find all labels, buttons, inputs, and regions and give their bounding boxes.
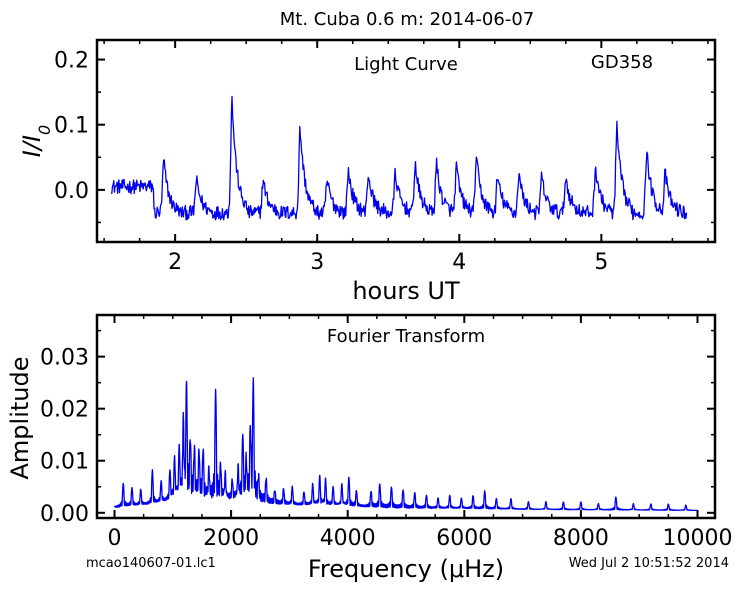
fourier-xtick-label: 4000 <box>320 526 376 551</box>
light-curve-ylabel-subscript: 0 <box>35 125 54 135</box>
fourier-xlabel: Frequency (μHz) <box>308 555 504 583</box>
light-curve-ticks: 2 3 4 5 0.0 0.1 0.2 <box>54 40 715 275</box>
figure-title: Mt. Cuba 0.6 m: 2014-06-07 <box>280 9 534 30</box>
light-curve-xtick-label: 4 <box>452 250 466 275</box>
fourier-ytick-label: 0.03 <box>40 346 89 371</box>
fourier-series-line <box>113 377 698 512</box>
fourier-xtick-label: 6000 <box>436 526 492 551</box>
fourier-panel: 0 2000 4000 6000 8000 10000 0.00 0.01 0.02 0.03 F… <box>6 313 733 583</box>
light-curve-xtick-label: 5 <box>594 250 608 275</box>
fourier-ytick-label: 0.01 <box>40 450 89 475</box>
light-curve-series-line <box>111 95 688 221</box>
fourier-ticks: 0 2000 4000 6000 8000 10000 0.00 0.01 0.02 0.03 <box>40 315 733 551</box>
light-curve-ytick-label: 0.1 <box>54 114 89 139</box>
fourier-ylabel: Amplitude <box>6 357 34 480</box>
fourier-ytick-label: 0.00 <box>40 502 89 527</box>
fourier-xtick-label: 2000 <box>203 526 259 551</box>
light-curve-panel: 2 3 4 5 0.0 0.1 0.2 Light Curve GD358 hours UT… <box>18 38 717 305</box>
footer-filename: mcao140607-01.lc1 <box>86 556 216 571</box>
light-curve-ylabel: I/I0 <box>18 125 54 157</box>
footer-timestamp: Wed Jul 2 10:51:52 2014 <box>569 556 729 571</box>
light-curve-xlabel: hours UT <box>352 277 460 305</box>
light-curve-ytick-label: 0.2 <box>54 49 89 74</box>
light-curve-xtick-label: 2 <box>168 250 182 275</box>
fourier-xtick-label: 8000 <box>553 526 609 551</box>
fourier-annotation: Fourier Transform <box>327 326 485 347</box>
object-label: GD358 <box>591 52 653 73</box>
fourier-xtick-label: 10000 <box>663 526 733 551</box>
light-curve-xtick-label: 3 <box>310 250 324 275</box>
light-curve-annotation: Light Curve <box>354 54 458 75</box>
fourier-xtick-label: 0 <box>107 526 121 551</box>
light-curve-ytick-label: 0.0 <box>54 179 89 204</box>
light-curve-frame <box>95 38 717 244</box>
fourier-ytick-label: 0.02 <box>40 398 89 423</box>
